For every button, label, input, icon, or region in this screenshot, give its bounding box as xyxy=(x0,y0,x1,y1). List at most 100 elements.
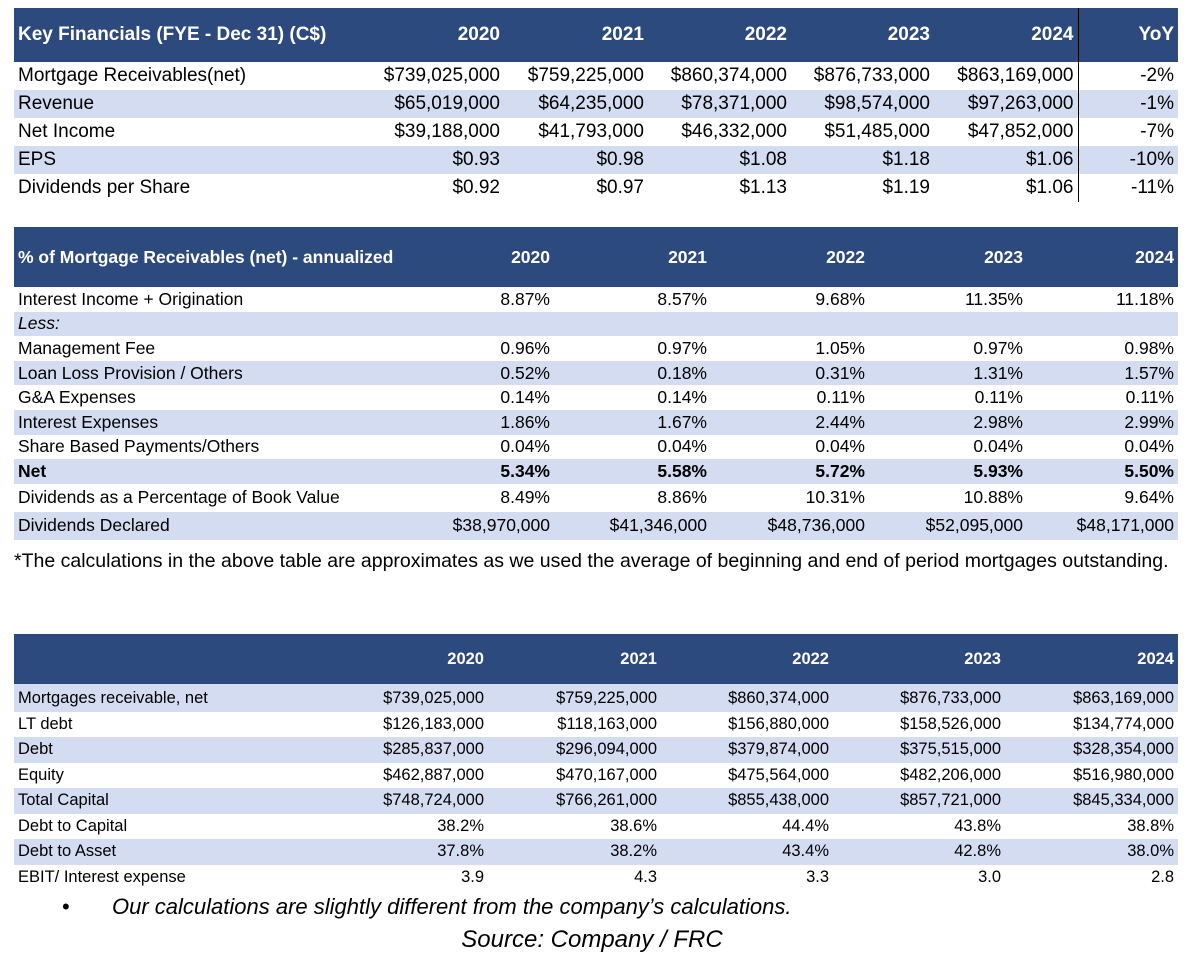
table-row: Revenue $65,019,000 $64,235,000 $78,371,… xyxy=(14,90,1178,118)
cell: 0.97% xyxy=(869,336,1027,361)
cell xyxy=(398,311,554,337)
table-row: Loan Loss Provision / Others 0.52% 0.18%… xyxy=(14,360,1178,386)
cell: $64,235,000 xyxy=(504,90,648,118)
cell: $118,163,000 xyxy=(488,711,661,737)
cell: 5.93% xyxy=(869,459,1027,484)
row-label: Mortgage Receivables(net) xyxy=(14,62,360,90)
cell: 0.04% xyxy=(554,434,711,460)
cell: $876,733,000 xyxy=(833,686,1005,712)
cell: 38.0% xyxy=(1005,839,1178,865)
row-label: Interest Expenses xyxy=(14,409,398,435)
cell: $845,334,000 xyxy=(1005,788,1178,814)
table-row: Dividends per Share $0.92 $0.97 $1.13 $1… xyxy=(14,174,1178,202)
table-row: Interest Income + Origination 8.87% 8.57… xyxy=(14,287,1178,312)
capital-header-blank xyxy=(14,634,312,684)
cell: $0.92 xyxy=(360,174,504,202)
source-line: Source: Company / FRC xyxy=(461,926,723,953)
cell: 37.8% xyxy=(312,839,488,865)
cell: 8.86% xyxy=(554,483,711,512)
cell: $759,225,000 xyxy=(504,62,648,90)
year-header: 2022 xyxy=(648,8,791,62)
row-label: Debt xyxy=(14,737,312,763)
year-header: 2024 xyxy=(1027,227,1178,287)
cell: 10.31% xyxy=(711,483,869,512)
cell: $51,485,000 xyxy=(791,118,934,146)
cell: $860,374,000 xyxy=(661,686,833,712)
year-header: 2024 xyxy=(934,8,1079,62)
cell: 8.49% xyxy=(398,483,554,512)
row-label: Dividends as a Percentage of Book Value xyxy=(14,483,398,512)
cell: 43.8% xyxy=(833,813,1005,839)
cell: 5.50% xyxy=(1027,459,1178,484)
row-label: Less: xyxy=(14,311,398,337)
cell: 0.04% xyxy=(869,434,1027,460)
cell: $470,167,000 xyxy=(488,762,661,788)
row-label: Loan Loss Provision / Others xyxy=(14,360,398,386)
table-row: Total Capital $748,724,000 $766,261,000 … xyxy=(14,788,1178,814)
cell: 0.11% xyxy=(1027,385,1178,410)
cell: 10.88% xyxy=(869,483,1027,512)
cell: 3.9 xyxy=(312,864,488,890)
year-header: 2022 xyxy=(661,634,833,684)
cell: $156,880,000 xyxy=(661,711,833,737)
cell: $863,169,000 xyxy=(934,62,1079,90)
mortgage-pct-title: % of Mortgage Receivables (net) - annual… xyxy=(14,227,398,287)
cell: 3.3 xyxy=(661,864,833,890)
cell: $379,874,000 xyxy=(661,737,833,763)
cell: $39,188,000 xyxy=(360,118,504,146)
table-row: Debt to Asset 37.8% 38.2% 43.4% 42.8% 38… xyxy=(14,839,1178,865)
yoy-cell: -2% xyxy=(1078,62,1178,90)
cell: 1.05% xyxy=(711,336,869,361)
row-label: Net Income xyxy=(14,118,360,146)
table-row: Share Based Payments/Others 0.04% 0.04% … xyxy=(14,434,1178,460)
cell: $52,095,000 xyxy=(869,511,1027,540)
year-header: 2023 xyxy=(833,634,1005,684)
cell: 0.11% xyxy=(711,385,869,410)
cell: $328,354,000 xyxy=(1005,737,1178,763)
cell: 38.2% xyxy=(488,839,661,865)
mortgage-pct-table: % of Mortgage Receivables (net) - annual… xyxy=(14,227,1178,540)
cell: 2.44% xyxy=(711,409,869,435)
cell xyxy=(554,311,711,337)
cell: $857,721,000 xyxy=(833,788,1005,814)
cell: $1.06 xyxy=(934,174,1079,202)
cell: $78,371,000 xyxy=(648,90,791,118)
cell: 0.14% xyxy=(398,385,554,410)
year-header: 2023 xyxy=(791,8,934,62)
row-label: Share Based Payments/Others xyxy=(14,434,398,460)
table-row: Net Income $39,188,000 $41,793,000 $46,3… xyxy=(14,118,1178,146)
key-financials-title: Key Financials (FYE - Dec 31) (C$) xyxy=(14,8,360,62)
cell: $285,837,000 xyxy=(312,737,488,763)
cell: $48,736,000 xyxy=(711,511,869,540)
cell: $516,980,000 xyxy=(1005,762,1178,788)
cell: $48,171,000 xyxy=(1027,511,1178,540)
cell: $739,025,000 xyxy=(360,62,504,90)
table-row: Debt to Capital 38.2% 38.6% 44.4% 43.8% … xyxy=(14,813,1178,839)
row-label: LT debt xyxy=(14,711,312,737)
key-financials-header: Key Financials (FYE - Dec 31) (C$) 2020 … xyxy=(14,8,1178,62)
row-label: Mortgages receivable, net xyxy=(14,686,312,712)
capital-header: 2020 2021 2022 2023 2024 xyxy=(14,634,1178,684)
row-label: Equity xyxy=(14,762,312,788)
table-row: EPS $0.93 $0.98 $1.08 $1.18 $1.06 -10% xyxy=(14,146,1178,174)
cell: $855,438,000 xyxy=(661,788,833,814)
cell: $1.06 xyxy=(934,146,1079,174)
row-label: Revenue xyxy=(14,90,360,118)
cell: 0.04% xyxy=(711,434,869,460)
year-header: 2024 xyxy=(1005,634,1178,684)
cell: $126,183,000 xyxy=(312,711,488,737)
cell: $739,025,000 xyxy=(312,686,488,712)
cell: $65,019,000 xyxy=(360,90,504,118)
cell: 38.6% xyxy=(488,813,661,839)
cell: $0.97 xyxy=(504,174,648,202)
cell: $41,346,000 xyxy=(554,511,711,540)
cell: 1.86% xyxy=(398,409,554,435)
row-label: Management Fee xyxy=(14,336,398,361)
cell: 11.35% xyxy=(869,287,1027,312)
cell: $860,374,000 xyxy=(648,62,791,90)
cell: $475,564,000 xyxy=(661,762,833,788)
yoy-cell: -1% xyxy=(1078,90,1178,118)
yoy-cell: -11% xyxy=(1078,174,1178,202)
table-row: Dividends as a Percentage of Book Value … xyxy=(14,483,1178,512)
row-label: Dividends Declared xyxy=(14,511,398,540)
